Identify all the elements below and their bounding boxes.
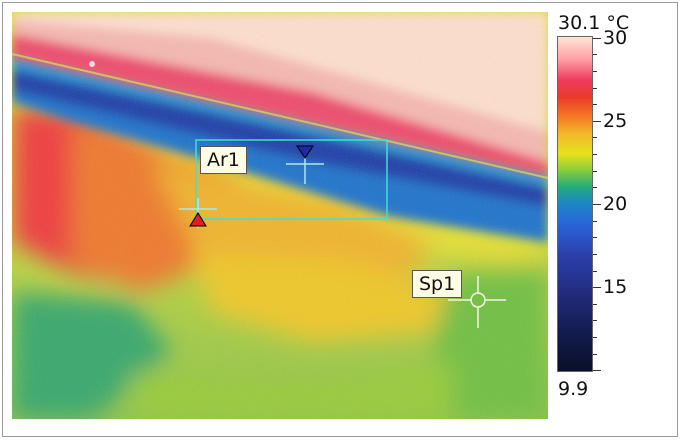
color-scale-bar — [557, 36, 593, 372]
thermal-canvas — [12, 12, 548, 419]
minor-tick — [593, 270, 597, 272]
minor-tick — [593, 303, 597, 305]
scale-ticks: 30 25 20 15 — [593, 27, 643, 372]
minor-tick — [593, 87, 597, 89]
minor-tick — [593, 37, 601, 39]
minor-tick — [593, 137, 597, 139]
minor-tick — [593, 370, 601, 372]
scale-tick-label: 25 — [603, 109, 628, 132]
minor-tick — [593, 204, 601, 205]
max-temp-marker — [179, 198, 217, 228]
scale-max-label: 30.1 °C — [558, 12, 630, 34]
minor-tick — [593, 337, 597, 339]
area-label-ar1[interactable]: Ar1 — [200, 146, 247, 174]
spot-meter-sp1-crosshair[interactable] — [448, 276, 506, 328]
sensor-noise — [12, 12, 548, 419]
minor-tick — [593, 70, 597, 72]
minor-tick — [593, 220, 597, 222]
minor-tick — [593, 353, 597, 355]
minor-tick — [593, 154, 597, 156]
minor-tick — [593, 320, 597, 322]
minor-tick — [593, 120, 601, 122]
thermal-image[interactable] — [12, 12, 548, 419]
minor-tick — [593, 187, 597, 189]
minor-tick — [593, 237, 597, 239]
minor-tick — [593, 170, 597, 172]
minor-tick — [593, 253, 597, 255]
scale-tick-label: 20 — [603, 193, 628, 215]
scale-tick-label: 15 — [603, 276, 628, 299]
minor-tick — [593, 54, 597, 56]
area-box-ar1[interactable] — [195, 139, 388, 220]
min-temp-marker — [286, 145, 324, 184]
scale-min-label: 9.9 — [558, 378, 589, 400]
spot-label-sp1[interactable]: Sp1 — [412, 270, 463, 298]
minor-tick — [593, 104, 597, 106]
minor-tick — [593, 287, 601, 289]
scale-tick-label: 30 — [603, 26, 628, 49]
